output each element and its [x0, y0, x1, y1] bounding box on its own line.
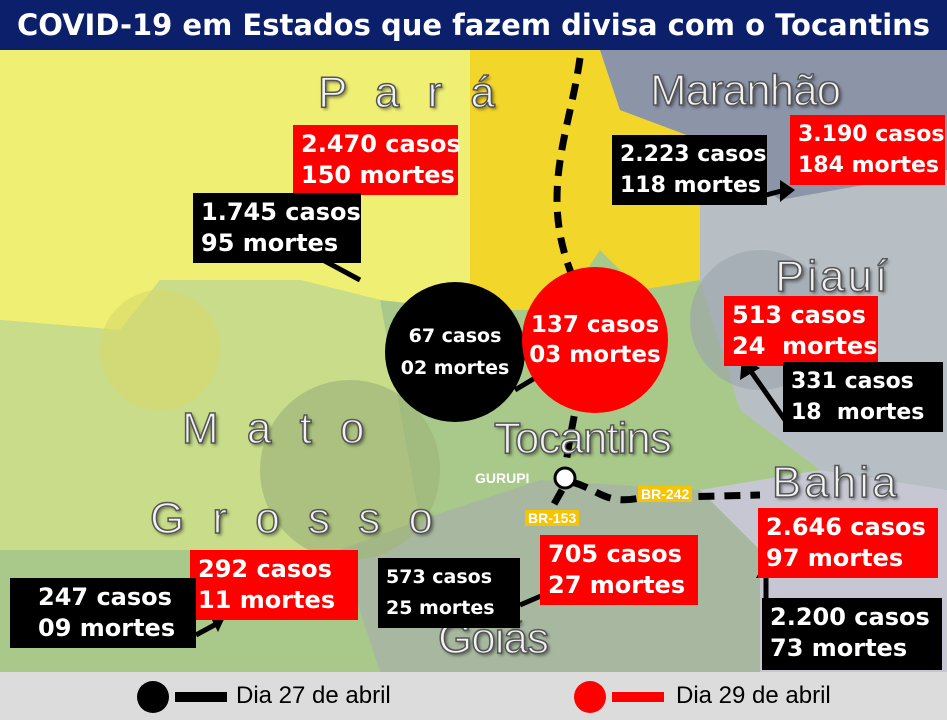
road-label: BR-153: [525, 510, 580, 526]
deaths: 184 mortes: [798, 153, 940, 178]
cases: 2.223 casos: [620, 142, 767, 167]
case-box: 331 casos 18 mortes: [783, 362, 943, 432]
cases: 331 casos: [791, 369, 914, 394]
legend-label: Dia 29 de abril: [676, 682, 831, 709]
state-label: Piauí: [774, 251, 891, 302]
state-label: M a t o: [181, 403, 373, 454]
cases: 705 casos: [548, 540, 682, 568]
legend: Dia 27 de abril Dia 29 de abril: [0, 672, 947, 720]
case-circle: 67 casos 02 mortes: [385, 282, 525, 422]
deaths: 24 mortes: [732, 332, 878, 360]
cases: 2.646 casos: [766, 513, 926, 541]
state-label: Tocantins: [493, 413, 672, 464]
case-box: 2.200 casos 73 mortes: [762, 598, 942, 670]
state-label: Maranhão: [649, 65, 842, 116]
title: COVID-19 em Estados que fazem divisa com…: [0, 0, 947, 50]
city-label: GURUPI: [475, 470, 530, 486]
case-box: 705 casos 27 mortes: [540, 535, 698, 605]
cases: 2.200 casos: [770, 603, 930, 631]
deaths: 97 mortes: [766, 544, 904, 572]
deaths: 27 mortes: [548, 571, 686, 599]
case-box: 247 casos 09 mortes: [10, 578, 196, 648]
case-box: 3.190 casos 184 mortes: [790, 115, 945, 185]
deaths: 11 mortes: [198, 586, 336, 614]
cases: 292 casos: [198, 555, 332, 583]
cases: 513 casos: [732, 301, 866, 329]
cases: 67 casos: [408, 325, 502, 347]
case-box: 1.745 casos 95 mortes: [193, 193, 361, 263]
case-box: 292 casos 11 mortes: [190, 550, 358, 620]
case-box: 2.470 casos 150 mortes: [293, 125, 461, 195]
cases: 247 casos: [38, 583, 172, 611]
legend-label: Dia 27 de abril: [236, 682, 391, 709]
cases: 3.190 casos: [798, 122, 945, 147]
deaths: 73 mortes: [770, 634, 908, 662]
cases: 137 casos: [530, 312, 660, 338]
case-box: 513 casos 24 mortes: [724, 296, 878, 366]
deaths: 18 mortes: [791, 400, 925, 425]
case-circle: 137 casos 03 mortes: [522, 267, 668, 413]
deaths: 150 mortes: [301, 161, 455, 189]
deaths: 09 mortes: [38, 614, 176, 642]
deaths: 02 mortes: [400, 357, 510, 379]
case-box: 2.223 casos 118 mortes: [612, 135, 767, 205]
state-label: G r o s s o: [149, 493, 441, 544]
deaths: 118 mortes: [620, 173, 762, 198]
cases: 573 casos: [386, 566, 493, 588]
deaths: 95 mortes: [201, 229, 339, 257]
case-box: 573 casos 25 mortes: [378, 558, 520, 628]
deaths: 03 mortes: [529, 342, 661, 368]
deaths: 25 mortes: [386, 597, 495, 619]
case-box: 2.646 casos 97 mortes: [758, 508, 938, 578]
legend-keys: [137, 681, 664, 713]
state-label: Bahia: [771, 457, 900, 508]
cases: 1.745 casos: [201, 198, 361, 226]
state-label: P a r á: [317, 67, 503, 118]
cases: 2.470 casos: [301, 130, 461, 158]
road-label: BR-242: [638, 486, 693, 502]
